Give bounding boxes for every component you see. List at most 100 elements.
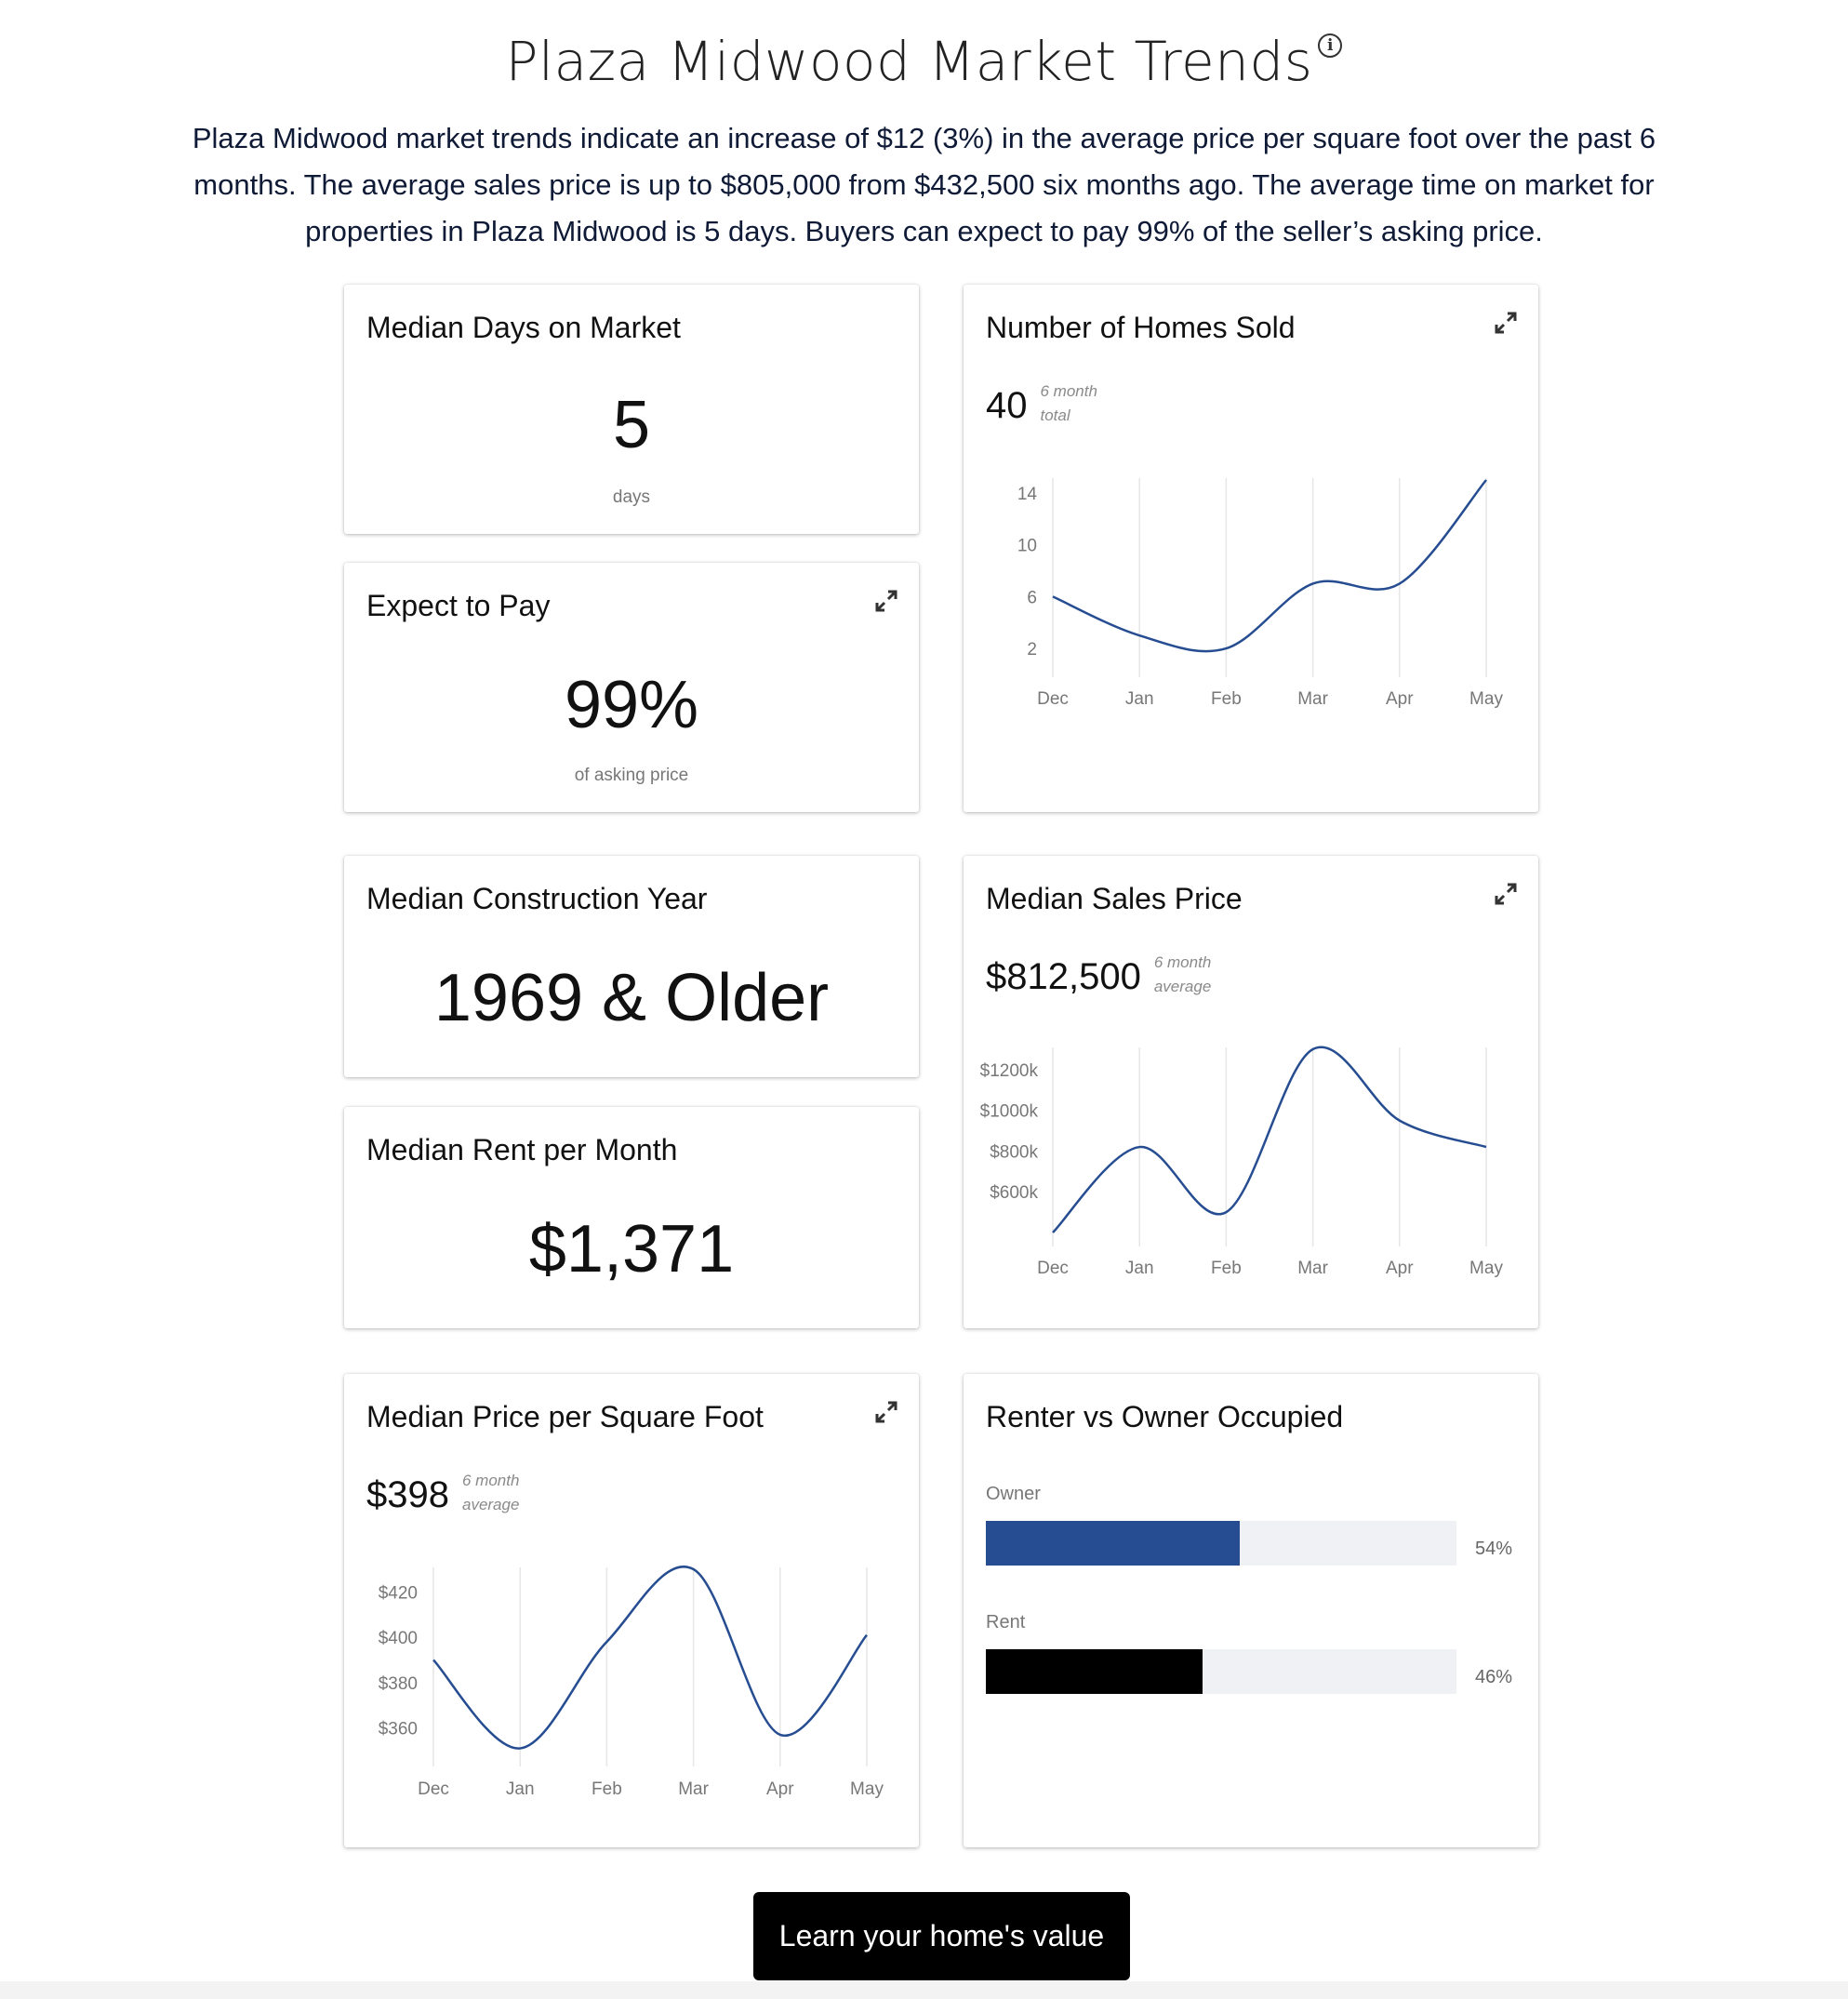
card-title: Median Price per Square Foot [366, 1400, 764, 1433]
sales-price-note: 6 month average [1154, 951, 1211, 999]
note-line: average [461, 1496, 520, 1513]
homes-sold-total: 40 [986, 385, 1028, 426]
rent-per-month-card: Median Rent per Month $1,371 [344, 1107, 919, 1328]
x-tick-label: Apr [1386, 689, 1414, 709]
market-summary: Plaza Midwood market trends indicate an … [192, 122, 1656, 247]
page-title: Plaza Midwood Market Trends i [0, 30, 1848, 93]
data-point [1137, 1144, 1142, 1150]
series-line [432, 1566, 868, 1750]
x-tick-label: Apr [766, 1779, 794, 1799]
owner-label: Owner [986, 1484, 1041, 1504]
data-point [778, 1732, 783, 1738]
homes-sold-note: 6 month total [1041, 380, 1097, 428]
y-tick-label: 14 [1017, 485, 1038, 504]
note-line: 6 month [1040, 382, 1097, 400]
card-title: Number of Homes Sold [986, 311, 1296, 344]
rent-label: Rent [986, 1612, 1026, 1633]
construction-year-card: Median Construction Year 1969 & Older [344, 856, 919, 1077]
y-tick-label: $1000k [980, 1102, 1039, 1122]
note-line: total [1040, 406, 1070, 424]
page-footer-edge [0, 1981, 1848, 1999]
x-tick-label: May [1469, 689, 1503, 709]
y-tick-label: $420 [379, 1583, 418, 1603]
x-tick-label: Feb [592, 1779, 622, 1799]
card-title: Median Days on Market [366, 311, 681, 344]
data-point [864, 1633, 870, 1638]
data-point [1397, 1118, 1403, 1124]
rent-per-month-value: $1,371 [528, 1212, 735, 1286]
data-point [1223, 1209, 1229, 1215]
x-tick-label: Dec [1037, 689, 1069, 709]
y-tick-label: $380 [379, 1674, 418, 1694]
data-point [1310, 580, 1316, 586]
x-tick-label: May [850, 1779, 884, 1799]
card-title: Expect to Pay [366, 589, 551, 622]
data-point [604, 1639, 609, 1645]
expect-to-pay-card: Expect to Pay 99% of asking price [344, 563, 919, 812]
days-on-market-value: 5 [612, 388, 651, 462]
x-tick-label: Mar [678, 1779, 709, 1799]
page-title-text: Plaza Midwood Market Trends [505, 30, 1313, 93]
card-title: Renter vs Owner Occupied [986, 1400, 1344, 1433]
rent-percent: 46% [1475, 1667, 1513, 1687]
data-point [1397, 580, 1403, 586]
price-sqft-note: 6 month average [462, 1469, 519, 1517]
data-point [1483, 1144, 1489, 1150]
data-point [431, 1658, 436, 1663]
days-on-market-card: Median Days on Market 5 days [344, 285, 919, 534]
expand-icon[interactable] [1494, 882, 1518, 906]
x-tick-label: Jan [1125, 1259, 1154, 1278]
x-tick-label: Apr [1386, 1259, 1414, 1278]
series-line [1052, 1046, 1487, 1233]
x-tick-label: May [1469, 1259, 1503, 1278]
y-tick-label: $800k [990, 1142, 1038, 1162]
occupancy-card: Renter vs Owner Occupied Owner 54% Rent … [964, 1374, 1538, 1847]
card-title: Median Construction Year [366, 882, 708, 915]
homes-sold-card: Number of Homes Sold 40 6 month total De… [964, 285, 1538, 812]
learn-home-value-button[interactable]: Learn your home's value [753, 1892, 1130, 1980]
expand-icon[interactable] [874, 1400, 898, 1424]
data-point [1050, 593, 1056, 599]
price-sqft-average: $398 [366, 1474, 449, 1515]
note-line: 6 month [1153, 953, 1212, 971]
x-tick-label: Mar [1297, 689, 1328, 709]
y-tick-label: 10 [1017, 537, 1037, 556]
series-line [1052, 479, 1487, 653]
data-point [1483, 477, 1489, 483]
data-point [517, 1746, 523, 1752]
price-sqft-chart: Dec Jan Feb Mar Apr May $360 $380 $400 $420 [379, 1566, 884, 1799]
owner-percent: 54% [1475, 1539, 1513, 1559]
note-line: 6 month [461, 1472, 520, 1489]
x-tick-label: Mar [1297, 1259, 1328, 1278]
days-on-market-unit: days [612, 487, 651, 507]
card-title: Median Rent per Month [366, 1133, 678, 1166]
y-tick-label: $600k [990, 1183, 1038, 1203]
x-tick-label: Feb [1211, 1259, 1242, 1278]
info-icon[interactable]: i [1318, 33, 1343, 58]
data-point [1223, 646, 1229, 651]
rent-bar-track [986, 1649, 1456, 1694]
x-tick-label: Jan [1125, 689, 1154, 709]
y-tick-label: 6 [1027, 588, 1037, 607]
x-tick-label: Jan [506, 1779, 535, 1799]
expect-to-pay-unit: of asking price [574, 766, 689, 785]
y-tick-label: $1200k [980, 1061, 1039, 1081]
expand-icon[interactable] [1494, 311, 1518, 335]
data-point [1050, 1230, 1056, 1235]
sales-price-average: $812,500 [986, 956, 1141, 997]
owner-bar-track [986, 1521, 1456, 1566]
y-tick-label: 2 [1027, 640, 1037, 660]
y-tick-label: $360 [379, 1720, 418, 1739]
homes-sold-chart: Dec Jan Feb Mar Apr May 2 6 10 14 [1017, 477, 1503, 709]
construction-year-value: 1969 & Older [433, 961, 830, 1035]
expect-to-pay-value: 99% [564, 668, 699, 742]
sales-price-chart: Dec Jan Feb Mar Apr May $600k $800k $1000k $1200k [980, 1046, 1503, 1278]
data-point [1137, 633, 1142, 638]
x-tick-label: Feb [1211, 689, 1242, 709]
expand-icon[interactable] [874, 589, 898, 613]
data-point [691, 1566, 697, 1572]
owner-bar-fill [986, 1521, 1241, 1566]
data-point [1310, 1046, 1316, 1052]
y-tick-label: $400 [379, 1629, 418, 1648]
price-sqft-card: Median Price per Square Foot $398 6 mont… [344, 1374, 919, 1847]
